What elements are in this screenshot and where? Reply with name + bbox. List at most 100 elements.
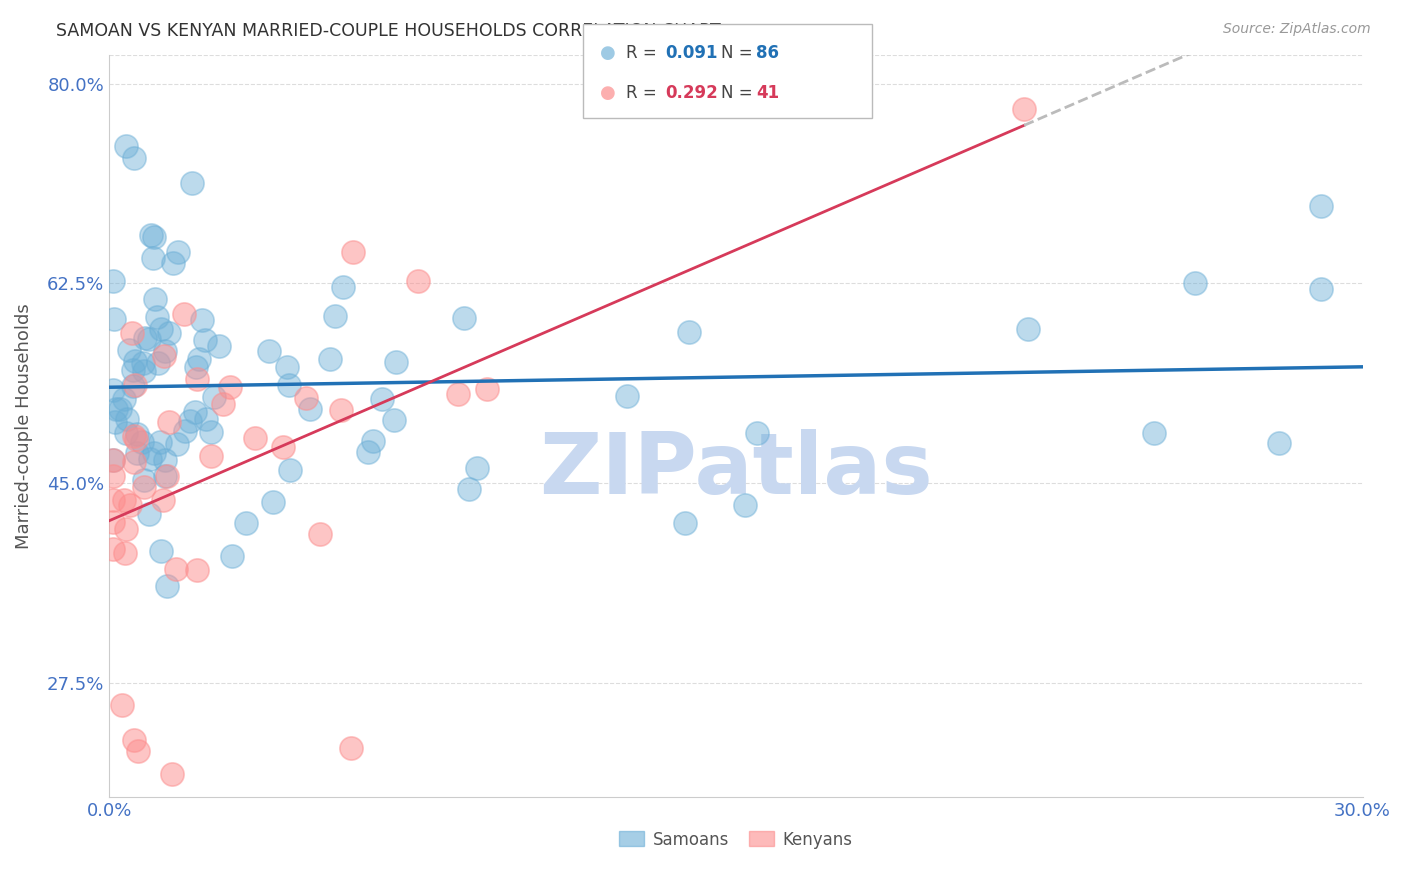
Samoans — [191, 313, 214, 327]
Kenyans — [342, 245, 364, 260]
Kenyans — [114, 546, 136, 560]
Samoans — [319, 352, 342, 367]
Samoans — [278, 377, 301, 392]
Samoans — [323, 309, 346, 323]
Samoans — [150, 544, 173, 558]
Samoans — [157, 326, 180, 341]
Samoans — [132, 364, 155, 378]
Samoans — [276, 359, 298, 374]
Samoans — [134, 473, 156, 487]
Kenyans — [156, 469, 179, 483]
Samoans — [138, 332, 160, 346]
Text: 41: 41 — [756, 84, 779, 102]
Samoans — [103, 274, 125, 288]
Text: ●: ● — [600, 84, 616, 102]
Samoans — [221, 549, 243, 563]
Samoans — [1309, 198, 1331, 212]
Samoans — [361, 434, 384, 448]
Samoans — [153, 453, 176, 467]
Kenyans — [122, 732, 145, 747]
Samoans — [118, 343, 141, 357]
Samoans — [1309, 282, 1331, 296]
Kenyans — [173, 307, 195, 321]
Samoans — [179, 414, 201, 428]
Samoans — [125, 427, 148, 442]
Samoans — [465, 461, 488, 475]
Text: R =: R = — [626, 44, 662, 62]
Samoans — [458, 482, 481, 496]
Samoans — [167, 245, 190, 260]
Kenyans — [124, 377, 146, 392]
Samoans — [138, 507, 160, 521]
Text: ZIPatlas: ZIPatlas — [538, 429, 932, 512]
Kenyans — [165, 562, 187, 576]
Samoans — [1268, 436, 1291, 450]
Samoans — [153, 469, 176, 483]
Samoans — [145, 310, 167, 324]
Samoans — [184, 360, 207, 375]
Kenyans — [103, 541, 125, 556]
Samoans — [127, 446, 149, 460]
Kenyans — [103, 492, 125, 507]
Samoans — [262, 494, 284, 508]
Kenyans — [125, 433, 148, 447]
Kenyans — [122, 429, 145, 443]
Kenyans — [446, 387, 468, 401]
Samoans — [103, 384, 125, 398]
Samoans — [371, 392, 394, 406]
Samoans — [187, 352, 209, 367]
Samoans — [181, 176, 204, 190]
Kenyans — [122, 455, 145, 469]
Kenyans — [219, 380, 242, 394]
Samoans — [235, 516, 257, 531]
Samoans — [103, 312, 125, 326]
Samoans — [150, 321, 173, 335]
Text: N =: N = — [721, 44, 758, 62]
Samoans — [124, 354, 146, 368]
Kenyans — [152, 492, 174, 507]
Samoans — [202, 390, 225, 404]
Kenyans — [308, 526, 330, 541]
Kenyans — [295, 392, 318, 406]
Samoans — [153, 344, 176, 359]
Samoans — [1143, 425, 1166, 440]
Samoans — [156, 579, 179, 593]
Text: Source: ZipAtlas.com: Source: ZipAtlas.com — [1223, 22, 1371, 37]
Text: SAMOAN VS KENYAN MARRIED-COUPLE HOUSEHOLDS CORRELATION CHART: SAMOAN VS KENYAN MARRIED-COUPLE HOUSEHOL… — [56, 22, 721, 40]
Samoans — [131, 435, 153, 450]
Samoans — [139, 228, 162, 243]
Kenyans — [103, 453, 125, 467]
Samoans — [122, 151, 145, 165]
Samoans — [103, 453, 125, 467]
Samoans — [115, 426, 138, 441]
Samoans — [108, 402, 131, 417]
Kenyans — [118, 498, 141, 512]
Samoans — [162, 255, 184, 269]
Samoans — [259, 343, 281, 358]
Text: N =: N = — [721, 84, 758, 102]
Samoans — [357, 445, 380, 459]
Samoans — [104, 416, 127, 430]
Samoans — [194, 333, 217, 347]
Samoans — [278, 463, 301, 477]
Samoans — [173, 425, 195, 439]
Samoans — [143, 293, 166, 307]
Samoans — [1017, 322, 1039, 336]
Samoans — [673, 516, 696, 530]
Text: 0.091: 0.091 — [665, 44, 717, 62]
Samoans — [385, 354, 408, 368]
Kenyans — [475, 382, 498, 396]
Samoans — [747, 426, 769, 441]
Samoans — [734, 498, 756, 512]
Kenyans — [134, 480, 156, 494]
Samoans — [105, 402, 128, 417]
Samoans — [134, 331, 156, 345]
Samoans — [149, 434, 172, 449]
Samoans — [139, 452, 162, 467]
Kenyans — [111, 698, 134, 713]
Samoans — [132, 356, 155, 370]
Kenyans — [157, 415, 180, 429]
Text: R =: R = — [626, 84, 662, 102]
Samoans — [112, 392, 135, 407]
Kenyans — [340, 740, 363, 755]
